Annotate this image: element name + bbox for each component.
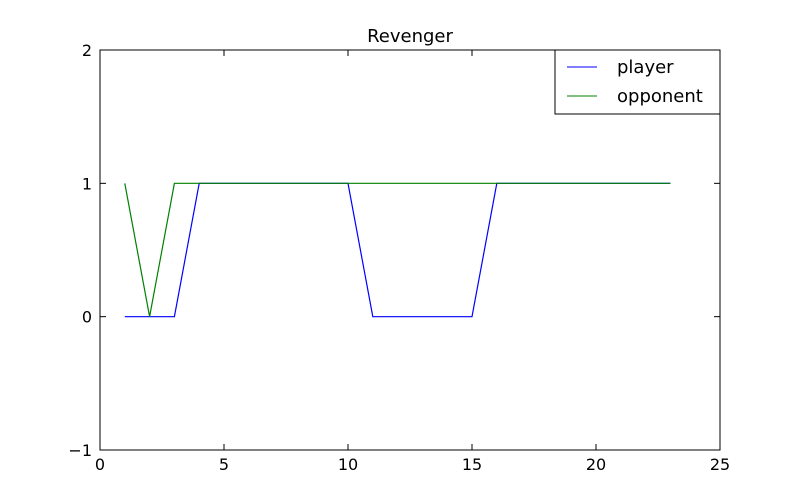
x-tick-label: 10 <box>338 455 358 474</box>
y-tick-label: 1 <box>82 174 92 193</box>
x-tick-label: 25 <box>710 455 730 474</box>
y-tick-label: −1 <box>68 441 92 460</box>
y-tick-label: 2 <box>82 41 92 60</box>
y-tick-label: 0 <box>82 308 92 327</box>
x-tick-label: 0 <box>95 455 105 474</box>
legend-box <box>554 49 721 115</box>
legend: player opponent <box>554 49 721 115</box>
legend-label-player: player <box>617 57 674 78</box>
plot-area <box>100 50 720 450</box>
series-line-opponent <box>124 182 671 317</box>
x-tick-label: 20 <box>586 455 606 474</box>
plot-frame <box>99 49 721 451</box>
legend-label-opponent: opponent <box>617 86 703 107</box>
series-lines <box>124 182 671 318</box>
x-tick-label: 5 <box>219 455 229 474</box>
chart-title: Revenger <box>367 26 453 47</box>
x-tick-label: 15 <box>462 455 482 474</box>
